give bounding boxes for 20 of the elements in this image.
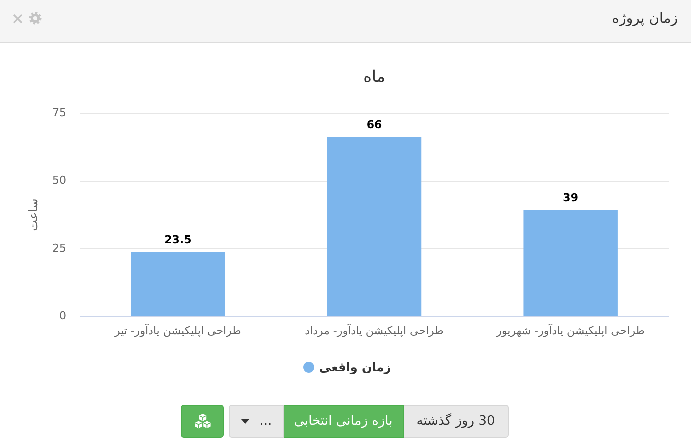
x-tick-label: طراحی اپلیکیشن یادآور- شهریور	[496, 324, 646, 338]
options-dropdown[interactable]: ...	[229, 405, 284, 438]
y-tick-label: 50	[52, 174, 66, 188]
x-tick-label: طراحی اپلیکیشن یادآور- مرداد	[305, 324, 444, 338]
y-tick-label: 75	[52, 106, 66, 120]
bar	[524, 210, 618, 316]
data-label: 39	[563, 191, 578, 204]
y-tick-label: 0	[60, 310, 66, 322]
y-tick-label: 25	[52, 242, 66, 255]
chart-subtitle: ماه	[364, 67, 386, 86]
data-label: 23.5	[164, 233, 192, 246]
legend-label: زمان واقعی	[320, 360, 392, 374]
data-label: 66	[366, 118, 382, 132]
bar	[131, 252, 226, 316]
x-tick-label: طراحی اپلیکیشن یادآور- تیر	[114, 324, 242, 338]
y-axis-title: ساعت	[26, 198, 41, 232]
icon-button[interactable]	[181, 405, 224, 438]
preset-range-button[interactable]: 30 روز گذشته	[403, 405, 509, 438]
chart-title: زمان پروژه	[612, 11, 678, 27]
bar	[327, 137, 422, 316]
